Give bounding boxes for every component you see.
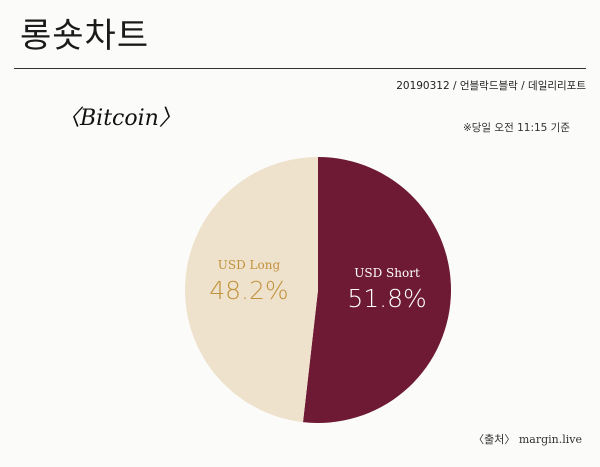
- header-divider: [14, 68, 586, 69]
- page-title: 롱숏차트: [20, 16, 150, 56]
- slice-label: USD Long: [218, 258, 281, 272]
- slice-label: USD Short: [354, 266, 420, 280]
- chart-subject: 〈Bitcoin〉: [58, 106, 181, 131]
- report-meta: 20190312 / 언블락드블락 / 데일리리포트: [396, 80, 586, 92]
- pie-slice-usd-short: [302, 157, 451, 423]
- slice-value-label: 51.8%: [347, 284, 426, 313]
- as-of-note: ※당일 오전 11:15 기준: [462, 122, 570, 134]
- pie-slice-usd-long: [185, 157, 318, 423]
- source-note: 〈출처〉 margin.live: [473, 433, 582, 446]
- slice-value-label: 48.2%: [209, 276, 288, 305]
